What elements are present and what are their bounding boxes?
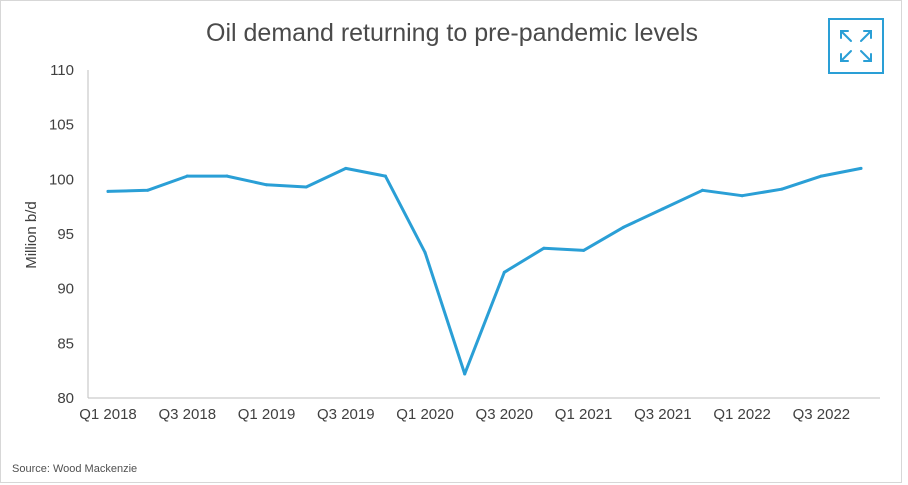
expand-button[interactable] [828,18,884,74]
series-group [106,166,863,376]
data-point [661,207,665,211]
data-point [383,174,387,178]
y-axis-label: Million b/d [23,201,40,269]
x-tick-label: Q1 2021 [555,406,613,423]
y-tick-label: 100 [49,171,74,188]
x-tick-label: Q3 2021 [634,406,692,423]
y-tick-label: 85 [57,335,74,352]
data-point [780,187,784,191]
data-point [700,188,704,192]
data-point [265,183,269,187]
x-tick-label: Q3 2019 [317,406,375,423]
data-point [304,185,308,189]
data-point [146,188,150,192]
data-point [423,251,427,255]
data-point [582,248,586,252]
data-point [542,246,546,250]
x-tick-label: Q1 2022 [713,406,771,423]
data-point [819,174,823,178]
y-tick-label: 105 [49,117,74,134]
x-tick-label: Q1 2018 [79,406,137,423]
x-tick-label: Q1 2020 [396,406,454,423]
source-note: Source: Wood Mackenzie [12,463,138,475]
x-tick-label: Q3 2018 [158,406,216,423]
data-point [185,174,189,178]
y-tick-label: 90 [57,281,74,298]
x-tick-labels: Q1 2018 Q3 2018 Q1 2019 Q3 2019 Q1 2020 Q3 20… [79,406,850,423]
y-tick-label: 95 [57,226,74,243]
data-point [740,194,744,198]
x-tick-label: Q1 2019 [238,406,296,423]
series-line [106,166,863,376]
data-point [106,189,110,193]
y-tick-label: 110 [50,62,74,79]
data-point [859,166,863,170]
data-point [344,166,348,170]
y-tick-label: 80 [57,390,74,407]
axes [87,70,880,399]
data-point [502,270,506,274]
x-tick-label: Q3 2020 [476,406,534,423]
chart-title: Oil demand returning to pre-pandemic lev… [206,19,698,47]
data-point [463,372,467,376]
x-tick-label: Q3 2022 [793,406,851,423]
y-tick-labels: 80 85 90 95 100 105 110 [49,62,74,407]
data-point [621,225,625,229]
data-point [225,174,229,178]
expand-arrows-icon [840,30,872,62]
